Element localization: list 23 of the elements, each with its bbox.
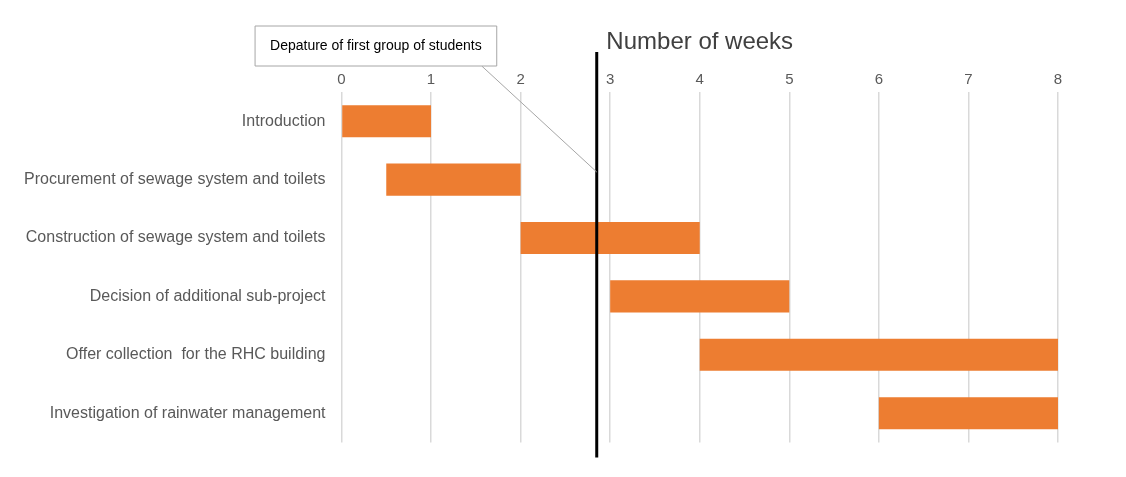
- y-tick-label: Procurement of sewage system and toilets: [23, 170, 326, 188]
- bar: [699, 338, 1058, 371]
- y-tick-label: Decision of additional sub-project: [89, 286, 327, 304]
- x-tick-label: 2: [516, 70, 525, 88]
- y-tick-label: Construction of sewage system and toilets: [25, 228, 326, 246]
- y-tick-label: Introduction: [241, 111, 326, 129]
- bar: [520, 221, 700, 255]
- bar: [386, 163, 521, 196]
- x-tick-label: 6: [874, 70, 884, 88]
- x-tick-label: 1: [426, 70, 436, 88]
- x-tick-label: 7: [964, 70, 973, 88]
- bar: [342, 105, 432, 138]
- ref-line-label: Depature of first group of students: [270, 36, 482, 53]
- bar: [610, 280, 790, 313]
- x-tick-label: 3: [606, 70, 615, 88]
- y-tick-label: Offer collection for the RHC building: [66, 345, 326, 363]
- chart-title: Number of weeks: [606, 26, 794, 54]
- x-tick-label: 5: [785, 70, 794, 88]
- x-tick-label: 8: [1053, 70, 1063, 88]
- x-tick-label: 4: [695, 70, 704, 88]
- x-tick-label: 0: [337, 70, 346, 88]
- y-tick-label: Investigation of rainwater management: [49, 403, 327, 421]
- bar: [878, 397, 1058, 430]
